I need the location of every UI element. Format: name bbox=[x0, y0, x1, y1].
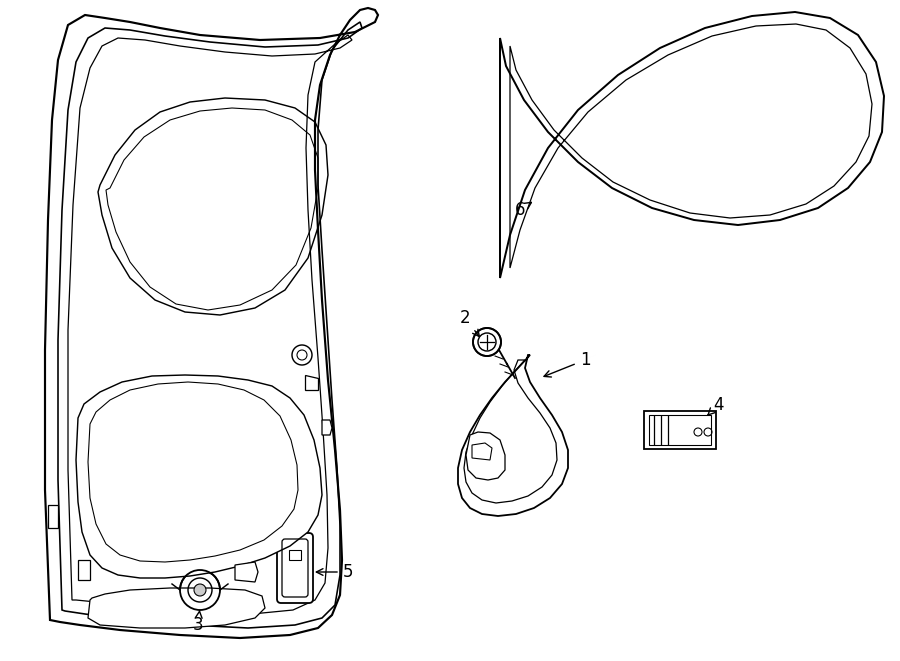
PathPatch shape bbox=[289, 550, 301, 560]
PathPatch shape bbox=[235, 562, 258, 582]
Circle shape bbox=[180, 570, 220, 610]
Text: 6: 6 bbox=[515, 201, 531, 219]
Circle shape bbox=[194, 584, 206, 596]
PathPatch shape bbox=[472, 443, 492, 460]
PathPatch shape bbox=[466, 432, 505, 480]
PathPatch shape bbox=[78, 560, 90, 580]
PathPatch shape bbox=[48, 505, 58, 528]
PathPatch shape bbox=[322, 420, 332, 435]
Text: 1: 1 bbox=[544, 351, 590, 377]
PathPatch shape bbox=[76, 375, 322, 578]
PathPatch shape bbox=[305, 375, 318, 390]
Text: 3: 3 bbox=[193, 610, 203, 634]
PathPatch shape bbox=[45, 8, 378, 638]
Circle shape bbox=[473, 328, 501, 356]
Text: 4: 4 bbox=[707, 396, 724, 415]
PathPatch shape bbox=[458, 355, 568, 516]
FancyBboxPatch shape bbox=[277, 533, 313, 603]
Text: 2: 2 bbox=[460, 309, 480, 336]
PathPatch shape bbox=[500, 12, 884, 278]
PathPatch shape bbox=[644, 411, 716, 449]
PathPatch shape bbox=[88, 588, 265, 628]
Text: 5: 5 bbox=[316, 563, 353, 581]
